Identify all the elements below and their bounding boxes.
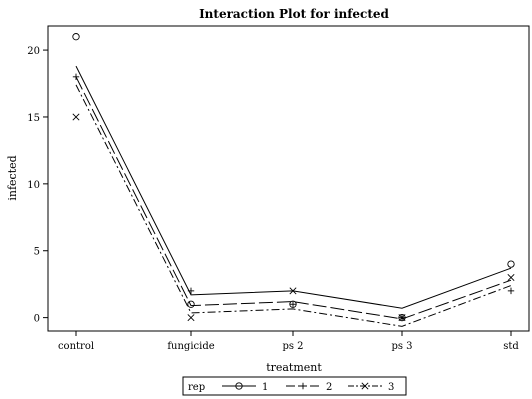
chart-title: Interaction Plot for infected [199, 7, 389, 21]
x-axis-label: treatment [266, 361, 322, 374]
data-point-rep-2 [507, 287, 515, 295]
legend: rep 1 2 3 [182, 376, 407, 396]
x-tick-label: std [503, 341, 519, 352]
y-tick-label: 10 [27, 180, 40, 191]
x-tick-label: ps 3 [391, 341, 412, 352]
y-tick-label: 0 [34, 314, 40, 325]
y-axis-label: infected [6, 155, 19, 200]
x-axis: control fungicide ps 2 ps 3 std [58, 331, 519, 352]
legend-items: 1 2 3 [222, 382, 394, 393]
legend-marker-rep-2 [299, 382, 307, 390]
data-point-rep-1 [507, 260, 515, 268]
y-tick-label: 20 [27, 46, 40, 57]
data-point-rep-2 [289, 301, 297, 308]
series-line-2 [75, 76, 512, 320]
series-layer [72, 33, 515, 327]
data-point-rep-3 [507, 273, 515, 282]
legend-title: rep [188, 382, 205, 393]
x-tick-label: control [58, 341, 94, 352]
y-tick-label: 15 [27, 113, 40, 124]
series-line-1 [75, 65, 512, 309]
legend-box [182, 376, 407, 396]
legend-label-rep-2: 2 [326, 382, 332, 393]
data-point-rep-2 [187, 287, 195, 295]
y-tick-label: 5 [34, 247, 40, 258]
legend-label-rep-3: 3 [388, 382, 394, 393]
series-line-3 [75, 84, 512, 327]
x-tick-label: fungicide [167, 341, 214, 352]
legend-label-rep-1: 1 [262, 382, 268, 393]
data-point-rep-3 [289, 287, 297, 295]
data-point-rep-3 [187, 314, 195, 322]
legend-marker-rep-3 [361, 382, 369, 390]
data-point-rep-1 [187, 300, 195, 308]
x-tick-label: ps 2 [282, 341, 303, 352]
y-axis: 0 5 10 15 20 [27, 46, 48, 325]
legend-marker-rep-1 [235, 382, 243, 390]
data-point-rep-2 [72, 73, 80, 81]
data-point-rep-3 [72, 113, 80, 121]
data-point-rep-3 [398, 314, 406, 322]
data-point-rep-1 [72, 33, 80, 41]
plot-frame [47, 25, 530, 332]
